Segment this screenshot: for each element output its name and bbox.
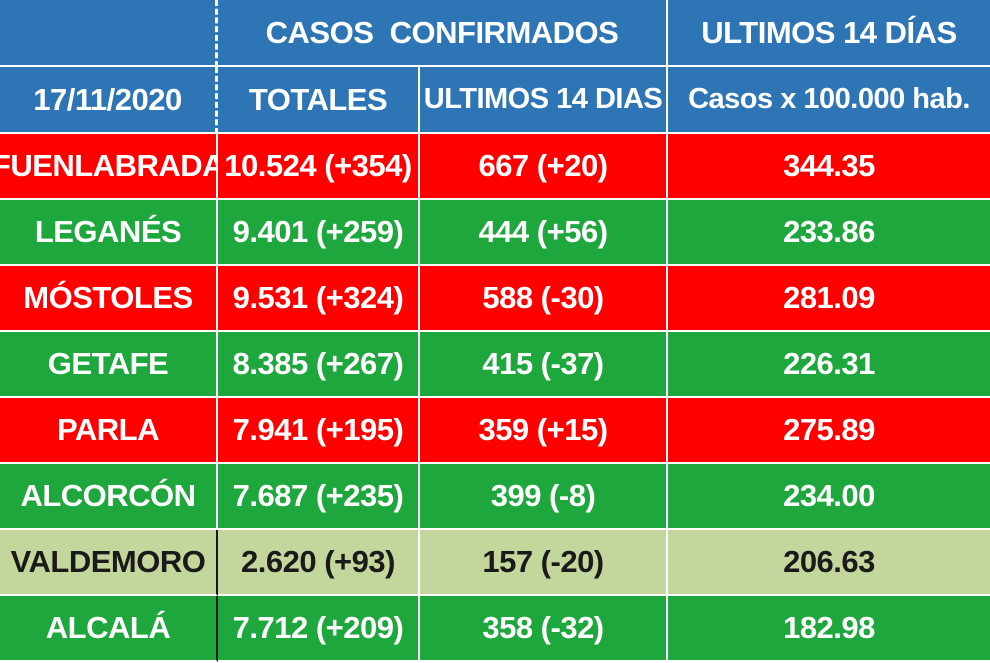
row-city: ALCALÁ <box>0 596 218 662</box>
row-city: VALDEMORO <box>0 530 218 596</box>
row-rate: 281.09 <box>668 266 990 332</box>
row-city: LEGANÉS <box>0 200 218 266</box>
header-group-confirmed-cases: CASOS CONFIRMADOS <box>218 0 668 67</box>
row-rate: 182.98 <box>668 596 990 662</box>
header-group-last-14-days: ULTIMOS 14 DÍAS <box>668 0 990 67</box>
row-last14: 667 (+20) <box>420 134 668 200</box>
row-totals: 8.385 (+267) <box>218 332 420 398</box>
row-last14: 588 (-30) <box>420 266 668 332</box>
row-rate: 206.63 <box>668 530 990 596</box>
row-totals: 7.712 (+209) <box>218 596 420 662</box>
header-corner-empty <box>0 0 218 67</box>
row-city: ALCORCÓN <box>0 464 218 530</box>
header-col-last-14-days: ULTIMOS 14 DIAS <box>420 67 668 134</box>
header-date: 17/11/2020 <box>0 67 218 134</box>
row-last14: 157 (-20) <box>420 530 668 596</box>
row-rate: 226.31 <box>668 332 990 398</box>
row-city: MÓSTOLES <box>0 266 218 332</box>
row-totals: 7.941 (+195) <box>218 398 420 464</box>
row-totals: 9.531 (+324) <box>218 266 420 332</box>
row-last14: 399 (-8) <box>420 464 668 530</box>
row-last14: 444 (+56) <box>420 200 668 266</box>
row-city: PARLA <box>0 398 218 464</box>
row-last14: 359 (+15) <box>420 398 668 464</box>
row-totals: 10.524 (+354) <box>218 134 420 200</box>
row-city: GETAFE <box>0 332 218 398</box>
header-col-rate-per-100k: Casos x 100.000 hab. <box>668 67 990 134</box>
row-last14: 415 (-37) <box>420 332 668 398</box>
row-rate: 275.89 <box>668 398 990 464</box>
header-col-totals: TOTALES <box>218 67 420 134</box>
row-totals: 9.401 (+259) <box>218 200 420 266</box>
row-last14: 358 (-32) <box>420 596 668 662</box>
row-rate: 233.86 <box>668 200 990 266</box>
row-totals: 2.620 (+93) <box>218 530 420 596</box>
row-totals: 7.687 (+235) <box>218 464 420 530</box>
row-city: FUENLABRADA <box>0 134 218 200</box>
row-rate: 344.35 <box>668 134 990 200</box>
row-rate: 234.00 <box>668 464 990 530</box>
